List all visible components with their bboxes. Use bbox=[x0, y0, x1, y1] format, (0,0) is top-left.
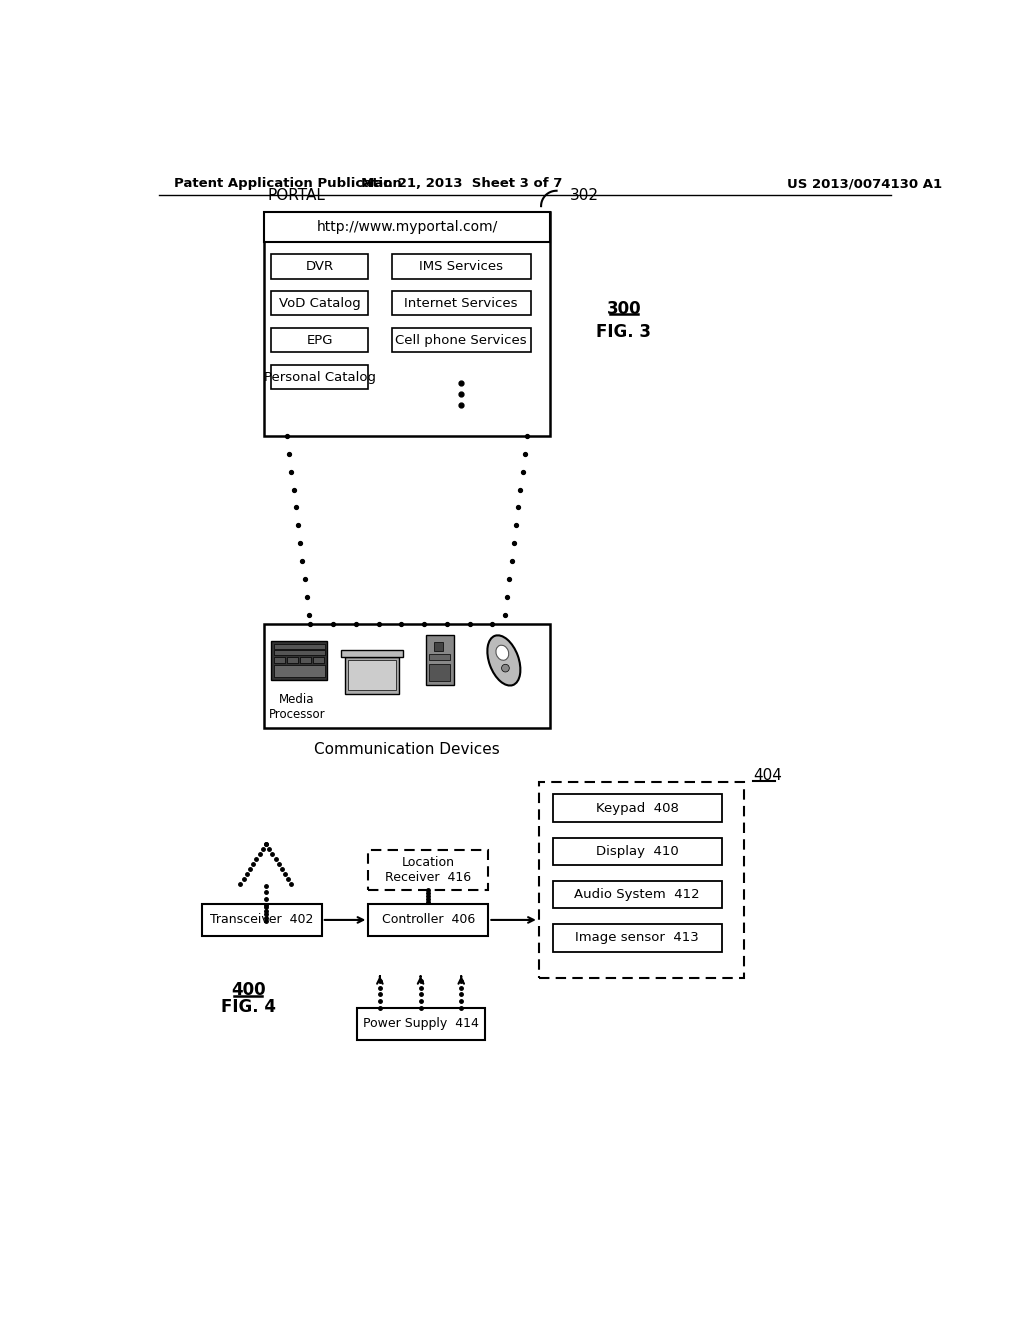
Text: Transceiver  402: Transceiver 402 bbox=[210, 913, 313, 927]
Bar bbox=[271, 327, 369, 352]
Bar bbox=[341, 651, 403, 656]
Text: Controller  406: Controller 406 bbox=[382, 913, 475, 927]
Text: FIG. 3: FIG. 3 bbox=[597, 322, 651, 341]
Text: VoD Catalog: VoD Catalog bbox=[279, 297, 360, 310]
Bar bbox=[263, 624, 550, 729]
Text: IMS Services: IMS Services bbox=[419, 260, 503, 273]
Bar bbox=[553, 795, 722, 822]
Text: US 2013/0074130 A1: US 2013/0074130 A1 bbox=[786, 177, 942, 190]
Text: Personal Catalog: Personal Catalog bbox=[264, 371, 376, 384]
Text: Display  410: Display 410 bbox=[596, 845, 679, 858]
Ellipse shape bbox=[487, 635, 520, 685]
Bar bbox=[273, 665, 325, 677]
Bar bbox=[345, 656, 399, 693]
Bar bbox=[429, 655, 451, 660]
Text: 300: 300 bbox=[606, 300, 641, 318]
Bar bbox=[553, 924, 722, 952]
Text: http://www.myportal.com/: http://www.myportal.com/ bbox=[316, 220, 498, 234]
Bar bbox=[429, 664, 451, 681]
Bar bbox=[348, 660, 396, 690]
Text: Audio System  412: Audio System 412 bbox=[574, 888, 700, 902]
Text: Communication Devices: Communication Devices bbox=[314, 742, 500, 758]
Text: Location
Receiver  416: Location Receiver 416 bbox=[385, 855, 471, 884]
Bar bbox=[202, 904, 322, 936]
Bar bbox=[369, 904, 488, 936]
Bar bbox=[356, 1007, 484, 1040]
Bar bbox=[553, 838, 722, 866]
Bar bbox=[271, 253, 369, 279]
Bar bbox=[426, 635, 454, 685]
Bar bbox=[391, 290, 531, 315]
Text: EPG: EPG bbox=[306, 334, 333, 347]
Bar bbox=[539, 781, 744, 978]
Text: PORTAL: PORTAL bbox=[267, 187, 326, 203]
Text: Image sensor  413: Image sensor 413 bbox=[575, 1085, 699, 1098]
Bar bbox=[271, 290, 369, 315]
Text: FIG. 4: FIG. 4 bbox=[220, 998, 275, 1016]
Bar bbox=[391, 253, 531, 279]
Bar bbox=[300, 657, 311, 663]
Text: Display  410: Display 410 bbox=[596, 999, 679, 1012]
Bar bbox=[287, 657, 298, 663]
Text: Media
Processor: Media Processor bbox=[268, 693, 326, 721]
Text: Keypad  408: Keypad 408 bbox=[596, 801, 679, 814]
Circle shape bbox=[502, 664, 509, 672]
Text: Audio System  412: Audio System 412 bbox=[574, 1041, 700, 1055]
Text: Internet Services: Internet Services bbox=[404, 297, 518, 310]
Text: 400: 400 bbox=[230, 981, 265, 999]
Bar bbox=[271, 364, 369, 389]
Text: Patent Application Publication: Patent Application Publication bbox=[174, 177, 402, 190]
Bar bbox=[263, 213, 550, 242]
Bar bbox=[434, 642, 443, 651]
Text: 404: 404 bbox=[754, 768, 782, 784]
Bar bbox=[273, 644, 325, 649]
Bar bbox=[391, 327, 531, 352]
Bar bbox=[369, 850, 488, 890]
Bar bbox=[263, 213, 550, 436]
Text: Cell phone Services: Cell phone Services bbox=[395, 334, 527, 347]
Bar bbox=[313, 657, 324, 663]
Bar bbox=[273, 651, 325, 655]
Text: 302: 302 bbox=[569, 187, 599, 203]
Text: Mar. 21, 2013  Sheet 3 of 7: Mar. 21, 2013 Sheet 3 of 7 bbox=[360, 177, 562, 190]
Ellipse shape bbox=[496, 645, 509, 660]
Text: DVR: DVR bbox=[306, 260, 334, 273]
Bar bbox=[273, 657, 285, 663]
Text: Keypad  408: Keypad 408 bbox=[596, 956, 679, 969]
Text: Image sensor  413: Image sensor 413 bbox=[575, 931, 699, 944]
Bar bbox=[271, 642, 328, 680]
Bar bbox=[553, 880, 722, 908]
Text: Power Supply  414: Power Supply 414 bbox=[362, 1018, 478, 1031]
